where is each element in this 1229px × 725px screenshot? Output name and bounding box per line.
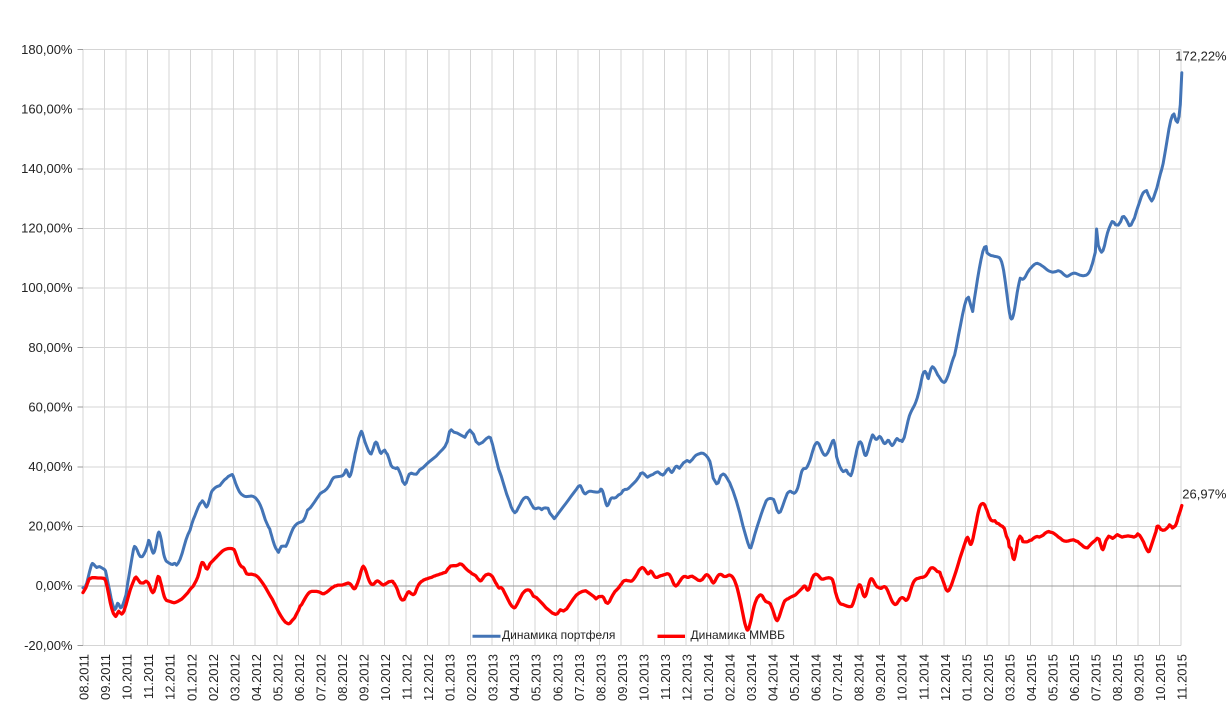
svg-text:05.2012: 05.2012 (270, 654, 285, 701)
svg-text:09.2013: 09.2013 (615, 654, 630, 701)
svg-text:120,00%: 120,00% (21, 221, 73, 236)
svg-text:05.2014: 05.2014 (787, 654, 802, 701)
svg-text:08.2011: 08.2011 (77, 654, 92, 700)
svg-text:03.2015: 03.2015 (1002, 654, 1017, 701)
svg-text:06.2012: 06.2012 (292, 654, 307, 701)
svg-text:04.2012: 04.2012 (249, 654, 264, 701)
svg-text:26,97%: 26,97% (1182, 487, 1227, 502)
svg-text:11.2013: 11.2013 (658, 654, 673, 700)
svg-text:02.2015: 02.2015 (981, 654, 996, 701)
svg-text:07.2012: 07.2012 (313, 654, 328, 701)
svg-text:60,00%: 60,00% (28, 399, 73, 414)
svg-text:11.2012: 11.2012 (400, 654, 415, 700)
svg-text:03.2014: 03.2014 (744, 654, 759, 701)
svg-text:10.2014: 10.2014 (895, 654, 910, 701)
svg-text:02.2012: 02.2012 (206, 654, 221, 701)
svg-text:10.2011: 10.2011 (120, 654, 135, 700)
svg-text:100,00%: 100,00% (21, 280, 73, 295)
svg-text:20,00%: 20,00% (28, 519, 73, 534)
svg-text:-20,00%: -20,00% (24, 638, 73, 653)
svg-text:04.2015: 04.2015 (1024, 654, 1039, 701)
svg-text:01.2014: 01.2014 (701, 654, 716, 701)
svg-text:07.2013: 07.2013 (572, 654, 587, 701)
svg-text:10.2013: 10.2013 (636, 654, 651, 701)
svg-text:10.2015: 10.2015 (1153, 654, 1168, 701)
svg-text:03.2013: 03.2013 (486, 654, 501, 701)
svg-text:08.2012: 08.2012 (335, 654, 350, 701)
svg-text:80,00%: 80,00% (28, 340, 73, 355)
svg-text:04.2013: 04.2013 (507, 654, 522, 701)
svg-text:07.2014: 07.2014 (830, 654, 845, 701)
svg-text:40,00%: 40,00% (28, 459, 73, 474)
svg-text:09.2014: 09.2014 (873, 654, 888, 701)
svg-text:160,00%: 160,00% (21, 101, 73, 116)
svg-text:11.2011: 11.2011 (141, 654, 156, 699)
svg-text:140,00%: 140,00% (21, 161, 73, 176)
svg-text:12.2012: 12.2012 (421, 654, 436, 701)
svg-text:05.2013: 05.2013 (529, 654, 544, 701)
svg-text:01.2015: 01.2015 (959, 654, 974, 701)
svg-text:01.2013: 01.2013 (443, 654, 458, 701)
svg-text:09.2011: 09.2011 (98, 654, 113, 700)
svg-text:06.2013: 06.2013 (550, 654, 565, 701)
svg-text:04.2014: 04.2014 (766, 654, 781, 701)
svg-text:0,00%: 0,00% (36, 578, 73, 593)
svg-text:06.2014: 06.2014 (809, 654, 824, 701)
svg-text:12.2011: 12.2011 (163, 654, 178, 700)
svg-text:06.2015: 06.2015 (1067, 654, 1082, 701)
svg-text:12.2014: 12.2014 (938, 654, 953, 701)
svg-text:09.2012: 09.2012 (356, 654, 371, 701)
svg-text:09.2015: 09.2015 (1132, 654, 1147, 701)
svg-text:180,00%: 180,00% (21, 42, 73, 57)
svg-text:01.2012: 01.2012 (184, 654, 199, 701)
svg-text:08.2013: 08.2013 (593, 654, 608, 701)
svg-text:Динамика портфеля: Динамика портфеля (502, 628, 615, 642)
svg-text:03.2012: 03.2012 (227, 654, 242, 701)
svg-text:12.2013: 12.2013 (679, 654, 694, 701)
svg-text:11.2014: 11.2014 (916, 654, 931, 700)
svg-text:02.2013: 02.2013 (464, 654, 479, 701)
svg-text:11.2015: 11.2015 (1175, 654, 1190, 700)
svg-text:Динамика ММВБ: Динамика ММВБ (691, 628, 786, 642)
svg-text:02.2014: 02.2014 (722, 654, 737, 701)
svg-text:10.2012: 10.2012 (378, 654, 393, 701)
svg-text:08.2014: 08.2014 (852, 654, 867, 701)
svg-text:172,22%: 172,22% (1175, 49, 1227, 64)
svg-text:05.2015: 05.2015 (1045, 654, 1060, 701)
svg-text:07.2015: 07.2015 (1088, 654, 1103, 701)
svg-text:08.2015: 08.2015 (1110, 654, 1125, 701)
